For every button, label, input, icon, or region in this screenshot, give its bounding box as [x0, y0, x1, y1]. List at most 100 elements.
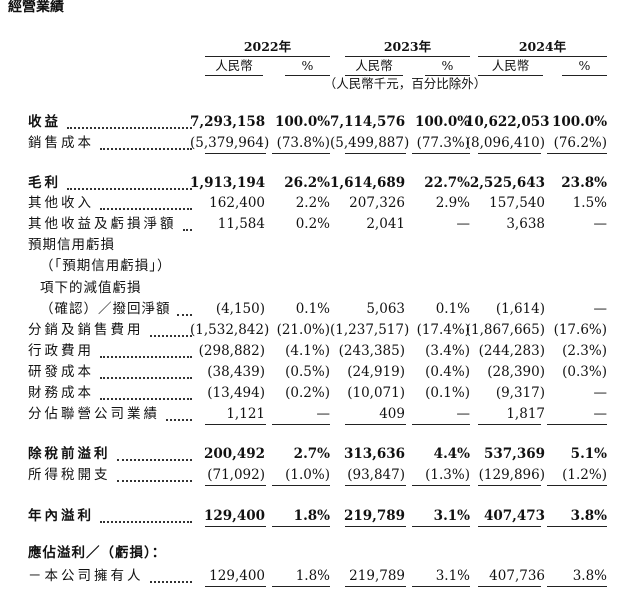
header-rule: [478, 75, 543, 76]
cell-value: —: [456, 216, 471, 232]
dot-leader: [166, 419, 192, 421]
cell-value: —: [593, 385, 608, 401]
cell-value: (71,092): [207, 467, 265, 483]
total-rule: [478, 153, 541, 154]
total-rule: [546, 485, 607, 486]
cell-value: 129,400: [209, 568, 265, 584]
total-rule: [271, 586, 330, 587]
cell-value: (4.1%): [285, 343, 330, 359]
cell-value: 100.0%: [415, 114, 471, 130]
row-label: 項下的減值虧損: [40, 279, 142, 296]
total-rule: [271, 424, 330, 425]
cell-value: (3.4%): [425, 343, 470, 359]
cell-value: 22.7%: [424, 175, 470, 191]
cell-value: (5,499,887): [330, 135, 410, 151]
cell-value: 1,817: [506, 406, 545, 422]
cell-value: 162,400: [209, 195, 265, 211]
header-rule: [285, 75, 330, 76]
cell-value: 26.2%: [284, 175, 330, 191]
cell-value: (1.2%): [562, 467, 607, 483]
dot-leader: [100, 148, 192, 150]
row-label: 預期信用虧損: [28, 236, 115, 253]
cell-value: —: [316, 406, 331, 422]
row-label: 財務成本: [28, 385, 94, 401]
cell-value: 537,369: [483, 446, 545, 462]
cell-value: 7,114,576: [330, 114, 406, 130]
total-rule: [546, 526, 607, 527]
cell-value: 409: [379, 406, 405, 422]
cell-value: (21.0%): [276, 322, 330, 338]
dot-leader: [100, 377, 192, 379]
total-rule: [411, 424, 470, 425]
cell-value: (1.0%): [285, 467, 330, 483]
cell-value: (2.3%): [562, 343, 607, 359]
dot-leader: [176, 314, 192, 316]
year-header: 2024年: [518, 39, 567, 54]
cell-value: 2.7%: [293, 446, 330, 462]
cell-value: (73.8%): [276, 135, 330, 151]
cell-value: (10,071): [347, 385, 405, 401]
cell-value: (9,317): [495, 385, 545, 401]
cell-value: (4,150): [215, 301, 265, 317]
total-rule: [478, 485, 541, 486]
cell-value: 0.2%: [295, 216, 330, 232]
row-label: 銷售成本: [28, 135, 94, 151]
column-header: 人民幣: [215, 58, 253, 73]
row-label: （「預期信用虧損」）: [40, 258, 172, 274]
cell-value: 407,473: [483, 508, 545, 524]
cell-value: (244,283): [478, 343, 545, 359]
cell-value: (129,896): [478, 467, 545, 483]
total-rule: [411, 153, 470, 154]
cell-value: (1,614): [495, 301, 545, 317]
cell-value: (1,867,665): [465, 322, 545, 338]
cell-value: 7,293,158: [190, 114, 266, 130]
cell-value: 0.1%: [295, 301, 330, 317]
cell-value: (77.3%): [416, 135, 470, 151]
total-rule: [271, 485, 330, 486]
cell-value: (1,532,842): [190, 322, 270, 338]
row-label: 行政費用: [28, 343, 94, 359]
cell-value: (8,096,410): [465, 135, 545, 151]
cell-value: 2.9%: [435, 195, 470, 211]
dot-leader: [100, 521, 192, 523]
total-rule: [205, 485, 266, 486]
dot-leader: [116, 480, 192, 482]
total-rule: [205, 526, 266, 527]
cell-value: —: [456, 406, 471, 422]
column-header: 人民幣: [491, 58, 530, 73]
cell-value: 10,622,053: [465, 114, 550, 130]
cell-value: 1,614,689: [330, 175, 406, 191]
cell-value: 1,913,194: [190, 175, 266, 191]
row-label: 分銷及銷售費用: [28, 322, 144, 338]
cell-value: 200,492: [203, 446, 265, 462]
cell-value: 2.2%: [295, 195, 330, 211]
row-label: （確認）／撥回淨額: [40, 301, 171, 317]
row-label: 其他收益及虧損淨額: [28, 216, 177, 232]
cell-value: 157,540: [489, 195, 545, 211]
cell-value: 0.1%: [435, 301, 470, 317]
cell-value: 100.0%: [275, 114, 331, 130]
cell-value: (0.5%): [285, 364, 330, 380]
cell-value: 100.0%: [552, 114, 608, 130]
dot-leader: [116, 459, 192, 461]
total-rule: [478, 424, 541, 425]
cell-value: 5.1%: [570, 446, 607, 462]
row-label: －本公司擁有人: [28, 568, 144, 584]
cell-value: (93,847): [347, 467, 405, 483]
cell-value: 2,041: [366, 216, 405, 232]
total-rule: [345, 586, 406, 587]
row-label: 毛利: [28, 175, 61, 191]
header-rule: [562, 75, 607, 76]
cell-value: (0.2%): [285, 385, 330, 401]
unit-note: （人民幣千元，百分比除外）: [323, 76, 487, 91]
column-header: %: [441, 58, 454, 73]
cell-value: 129,400: [203, 508, 265, 524]
total-rule: [411, 586, 470, 587]
cell-value: —: [593, 406, 608, 422]
row-label: 應佔溢利／（虧損）：: [28, 545, 167, 561]
year-header: 2022年: [243, 39, 292, 54]
total-rule: [345, 424, 406, 425]
cell-value: (0.1%): [425, 385, 470, 401]
header-rule: [425, 75, 470, 76]
dot-leader: [100, 208, 192, 210]
